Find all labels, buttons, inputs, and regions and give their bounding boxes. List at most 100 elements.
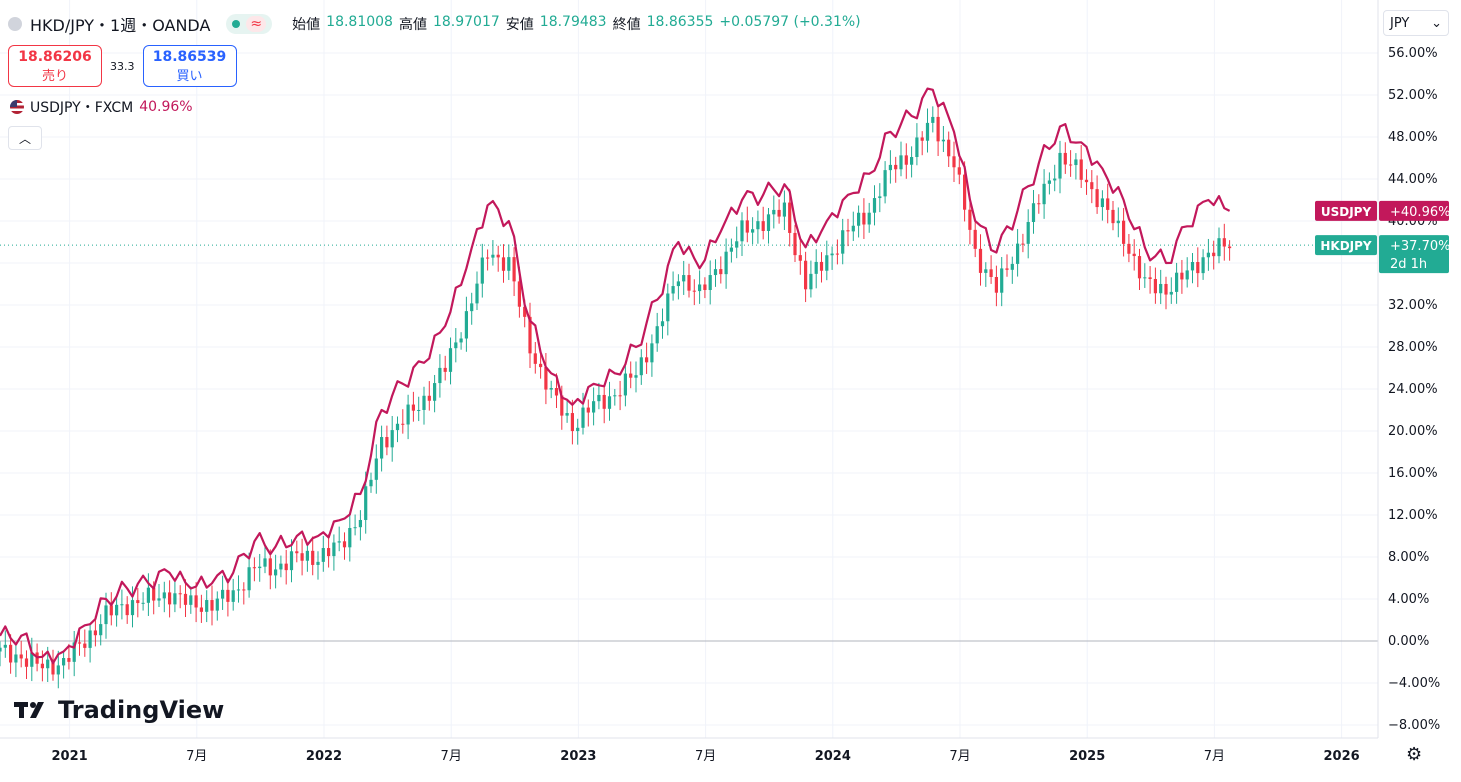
candle <box>178 585 182 609</box>
badge-value: +37.70% <box>1390 239 1450 254</box>
candle <box>941 125 945 153</box>
y-tick-label: 12.00% <box>1388 508 1438 523</box>
ohlc-values: 始値 18.81008 高値 18.97017 安値 18.79483 終値 18.86… <box>292 14 860 34</box>
x-tick-label: 7月 <box>186 749 207 764</box>
candle <box>337 526 341 552</box>
low-value: 18.79483 <box>539 14 607 30</box>
candle <box>173 579 177 613</box>
candle <box>93 615 97 647</box>
candle <box>899 141 903 177</box>
candle <box>305 544 309 572</box>
buy-button[interactable]: 18.86539 買い <box>142 45 237 87</box>
candle <box>311 536 315 576</box>
candle <box>740 212 744 256</box>
candle <box>676 274 680 300</box>
candle <box>788 188 792 247</box>
candle <box>168 580 172 618</box>
candle <box>602 384 606 424</box>
candle <box>894 156 898 183</box>
candle <box>300 538 304 576</box>
candle <box>1153 267 1157 304</box>
candle <box>989 255 993 284</box>
candle <box>772 195 776 229</box>
candle <box>528 302 532 369</box>
symbol-title[interactable]: HKD/JPY・1週・OANDA <box>30 16 211 35</box>
x-tick-label: 2021 <box>52 749 88 764</box>
sell-label: 売り <box>41 68 68 84</box>
change-value: +0.05797 (+0.31%) <box>719 14 861 30</box>
y-tick-label: 24.00% <box>1388 382 1438 397</box>
candle <box>804 251 808 303</box>
y-tick-label: 48.00% <box>1388 130 1438 145</box>
candle <box>851 211 855 241</box>
compare-legend[interactable]: USDJPY・FXCM 40.96% <box>10 97 193 117</box>
market-status-pill[interactable]: ≈ <box>226 14 273 34</box>
candle <box>411 391 415 422</box>
candle <box>888 150 892 184</box>
candle <box>157 583 161 607</box>
candle <box>459 332 463 350</box>
candle <box>83 629 87 657</box>
sell-price: 18.86206 <box>18 48 92 65</box>
candle <box>130 586 135 628</box>
candle <box>258 553 262 582</box>
candle <box>872 185 877 226</box>
candle <box>931 106 935 133</box>
y-tick-label: 32.00% <box>1388 298 1438 313</box>
currency-select[interactable]: JPY ⌄ <box>1383 10 1449 36</box>
open-label: 始値 <box>292 17 321 33</box>
y-tick-label: 52.00% <box>1388 88 1438 103</box>
candle <box>925 108 930 153</box>
candle <box>910 146 914 178</box>
candle <box>634 361 638 393</box>
candle <box>862 198 866 239</box>
symbol-header: HKD/JPY・1週・OANDA ≈ 始値 18.81008 高値 18.97017… <box>8 12 861 36</box>
candle <box>687 263 691 298</box>
candle <box>830 246 834 270</box>
tradingview-logo: TradingView <box>14 696 224 724</box>
candle <box>660 308 665 339</box>
candle <box>438 354 442 398</box>
candle <box>533 341 537 374</box>
candle <box>215 591 219 621</box>
market-open-icon <box>232 20 241 28</box>
candle <box>639 349 643 385</box>
wave-icon: ≈ <box>246 16 267 32</box>
candle <box>274 554 278 589</box>
candle <box>401 409 405 434</box>
candle <box>19 640 23 668</box>
candle <box>99 614 103 646</box>
candle <box>1079 145 1083 188</box>
candle <box>751 217 755 245</box>
candle <box>692 279 696 306</box>
candle <box>782 190 786 231</box>
candle <box>56 650 60 689</box>
time-axis[interactable]: 2021 7月 2022 7月 2023 7月 2024 7月 2025 7月 2026 <box>52 749 1360 764</box>
candle <box>915 123 919 166</box>
candle <box>221 575 225 610</box>
candle <box>1217 227 1221 264</box>
settings-gear-icon[interactable]: ⚙ <box>1406 744 1423 765</box>
grid <box>0 0 1378 738</box>
candle <box>761 206 765 240</box>
candle <box>957 158 961 185</box>
candle <box>1111 200 1115 231</box>
badge-countdown: 2d 1h <box>1390 257 1427 272</box>
candle <box>984 262 988 287</box>
spread-value: 33.3 <box>110 59 135 73</box>
candle <box>1010 256 1014 284</box>
trade-panel: 18.86206 売り 33.3 18.86539 買い <box>8 45 237 87</box>
candle <box>1190 252 1195 284</box>
candle <box>745 206 749 243</box>
x-tick-label: 7月 <box>1204 749 1225 764</box>
sell-button[interactable]: 18.86206 売り <box>8 45 102 87</box>
x-tick-label: 2022 <box>306 749 342 764</box>
candle <box>279 555 283 578</box>
candle <box>936 104 940 157</box>
candle <box>994 265 998 307</box>
y-tick-label: 20.00% <box>1388 424 1438 439</box>
candle <box>719 256 723 284</box>
collapse-legend-button[interactable]: ︿ <box>8 126 42 150</box>
buy-price: 18.86539 <box>152 48 227 65</box>
